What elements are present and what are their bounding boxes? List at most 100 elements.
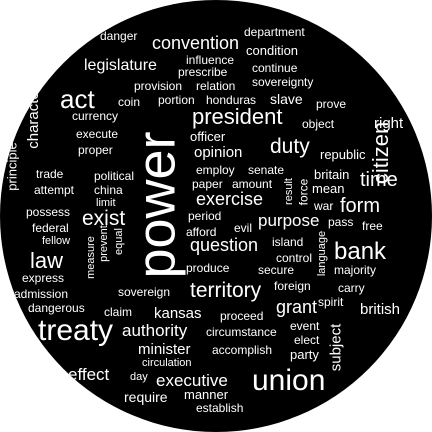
word-british: british [360,301,401,318]
word-continue: continue [252,61,298,75]
word-day: day [130,371,148,383]
word-establish: establish [196,401,244,415]
word-employ: employ [196,163,235,177]
word-influence: influence [186,53,235,67]
word-authority: authority [122,321,188,340]
word-secure: secure [258,263,295,277]
word-elect: elect [294,333,320,347]
word-pass: pass [328,215,354,229]
word-executive: executive [156,371,228,390]
word-honduras: honduras [206,93,257,107]
word-period: period [188,209,222,223]
word-law: law [30,248,64,273]
word-afford: afford [186,225,217,239]
word-bank: bank [334,238,387,265]
word-department: department [244,25,305,39]
word-prescribe: prescribe [178,65,228,79]
word-attempt: attempt [34,183,75,197]
word-subject: subject [327,323,345,372]
word-right: right [374,115,404,132]
word-sovereign: sovereign [118,285,171,299]
word-minister: minister [138,341,191,358]
word-convention: convention [152,33,240,53]
word-time: time [360,169,398,191]
word-coin: coin [118,95,141,109]
word-prove: prove [316,97,347,111]
word-execute: execute [76,127,119,141]
word-amount: amount [232,177,273,191]
word-exist: exist [82,207,126,230]
word-foreign: foreign [274,279,311,293]
word-island: island [272,235,304,249]
word-limit: limit [96,197,116,209]
word-senate: senate [248,163,285,177]
word-character: character [24,86,42,149]
word-provision: provision [134,79,183,93]
word-proceed: proceed [220,309,264,323]
word-circumstance: circumstance [206,325,277,339]
word-condition: condition [246,43,299,58]
word-possess: possess [26,205,71,219]
word-admission: admission [14,287,69,301]
word-territory: territory [190,279,262,302]
word-spirit: spirit [318,295,344,309]
word-dangerous: dangerous [28,301,85,315]
word-currency: currency [72,109,119,123]
word-fellow: fellow [42,235,71,247]
word-control: control [276,251,313,265]
word-grant: grant [276,297,318,317]
word-trade: trade [36,167,64,181]
word-union: union [252,364,326,397]
word-republic: republic [320,147,366,162]
word-paper: paper [192,177,223,191]
word-exercise: exercise [196,189,264,209]
word-act: act [60,84,95,114]
word-duty: duty [270,135,310,158]
word-force: force [296,178,311,206]
word-purpose: purpose [258,211,320,230]
word-form: form [340,195,380,217]
word-principle: principle [4,142,20,191]
word-event: event [290,319,320,333]
word-war: war [314,199,334,213]
word-treaty: treaty [38,314,114,347]
word-equal: equal [112,228,125,255]
word-danger: danger [100,29,138,43]
word-carry: carry [338,281,365,295]
word-china: china [94,183,123,197]
word-majority: majority [334,263,377,277]
word-accomplish: accomplish [212,343,273,357]
word-officer: officer [190,129,226,144]
word-evil: evil [234,221,253,235]
word-require: require [124,389,168,405]
word-slave: slave [270,91,303,107]
word-free: free [362,219,383,233]
word-measure: measure [84,236,97,279]
word-opinion: opinion [194,144,243,161]
word-political: political [94,169,135,183]
word-effect: effect [68,365,110,384]
word-britain: britain [314,167,350,182]
word-language: language [316,230,329,277]
word-prevent: prevent [97,225,110,262]
word-produce: produce [186,261,230,275]
word-claim: claim [104,305,133,319]
word-portion: portion [158,93,195,107]
word-president: president [192,104,283,129]
word-circulation: circulation [142,357,192,369]
word-kansas: kansas [154,305,202,322]
word-party: party [290,347,319,362]
word-relation: relation [196,79,236,93]
word-proper: proper [78,143,113,157]
word-express: express [22,271,65,285]
word-manner: manner [184,387,229,402]
word-sovereignty: sovereignty [252,75,314,89]
word-power: power [126,131,187,279]
word-legislature: legislature [84,57,157,74]
word-question: question [190,235,259,255]
word-result: result [282,178,295,205]
word-federal: federal [32,221,69,235]
word-mean: mean [312,181,345,196]
word-object: object [302,117,335,131]
